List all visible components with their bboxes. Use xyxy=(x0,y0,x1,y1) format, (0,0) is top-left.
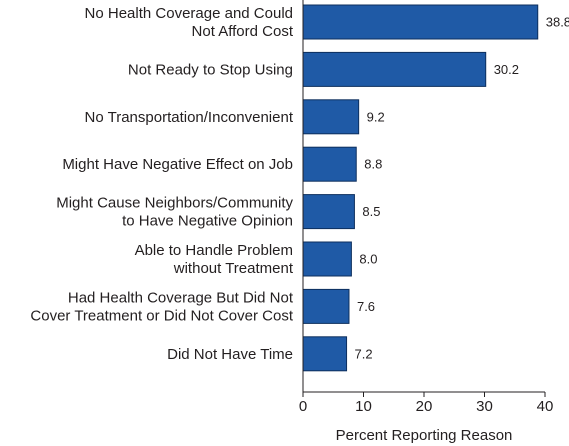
category-label-6-line-1: Cover Treatment or Did Not Cover Cost xyxy=(30,307,293,324)
category-label-5-line-0: Able to Handle Problem xyxy=(135,242,293,259)
value-label-1: 30.2 xyxy=(494,62,519,77)
bar-6 xyxy=(302,288,350,324)
value-label-7: 7.2 xyxy=(355,346,373,361)
category-label-2-line-0: No Transportation/Inconvenient xyxy=(85,109,294,126)
bar-3 xyxy=(302,146,357,182)
category-label-3-line-0: Might Have Negative Effect on Job xyxy=(62,156,293,173)
bars-group xyxy=(302,4,539,372)
value-label-4: 8.5 xyxy=(362,204,380,219)
x-tick-label-4: 40 xyxy=(537,398,554,415)
x-tick-label-1: 10 xyxy=(355,398,372,415)
value-label-5: 8.0 xyxy=(359,252,377,267)
bar-0 xyxy=(302,4,539,40)
category-label-4-line-0: Might Cause Neighbors/Community xyxy=(56,195,293,212)
bar-5 xyxy=(302,241,352,277)
x-tick-label-2: 20 xyxy=(416,398,433,415)
category-label-7-line-0: Did Not Have Time xyxy=(167,346,293,363)
category-label-5-line-1: without Treatment xyxy=(173,260,294,277)
category-label-6-line-0: Had Health Coverage But Did Not xyxy=(68,289,294,306)
value-label-6: 7.6 xyxy=(357,299,375,314)
bar-1 xyxy=(302,51,487,87)
category-label-4-line-1: to Have Negative Opinion xyxy=(122,213,293,230)
x-tick-label-3: 30 xyxy=(476,398,493,415)
axes-group: 0 10 20 30 40 xyxy=(299,0,554,415)
value-label-0: 38.8 xyxy=(546,15,569,30)
x-tick-label-0: 0 xyxy=(299,398,307,415)
bar-2 xyxy=(302,99,360,135)
x-axis-title: Percent Reporting Reason xyxy=(336,427,513,444)
bar-4 xyxy=(302,194,355,230)
value-labels-group: 38.8 30.2 9.2 8.8 8.5 8.0 7.6 7.2 xyxy=(355,15,569,362)
category-label-0-line-1: Not Afford Cost xyxy=(192,23,294,40)
bar-7 xyxy=(302,336,348,372)
value-label-3: 8.8 xyxy=(364,157,382,172)
category-label-0-line-0: No Health Coverage and Could xyxy=(85,5,293,22)
category-label-1-line-0: Not Ready to Stop Using xyxy=(128,61,293,78)
value-label-2: 9.2 xyxy=(367,109,385,124)
